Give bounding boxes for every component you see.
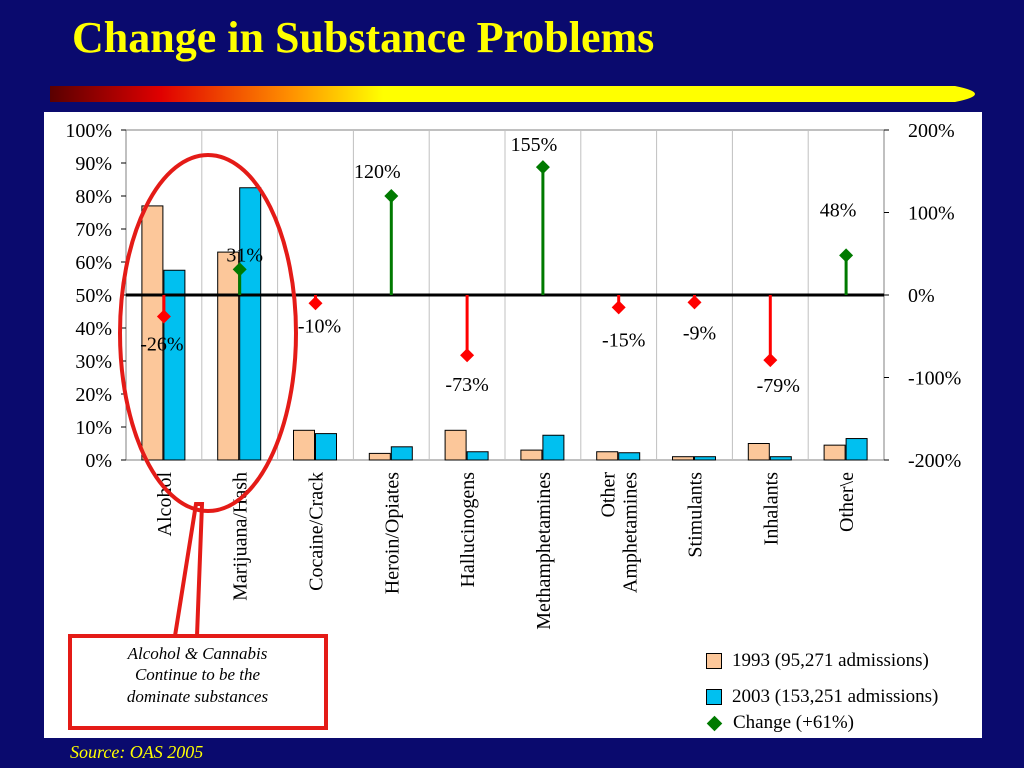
change-data-label: -79% [757, 375, 800, 397]
bar-1993 [444, 429, 467, 461]
category-label: Cocaine/Crack [306, 472, 328, 591]
callout-text: Alcohol & Cannabis Continue to be the do… [76, 643, 319, 707]
legend-swatch-2003 [706, 689, 722, 705]
legend-label-change: Change (+61%) [733, 712, 854, 733]
left-axis-tick-label: 60% [75, 252, 112, 274]
change-diamond-marker [232, 262, 247, 277]
bar-1993 [823, 444, 846, 461]
change-data-label: -73% [445, 374, 488, 396]
category-label-line: Other [598, 472, 620, 518]
legend-item-1993: 1993 (95,271 admissions) [706, 650, 929, 672]
left-axis-tick-label: 0% [85, 450, 112, 472]
category-label: Heroin/Opiates [381, 472, 403, 594]
right-axis-tick-label: 200% [908, 120, 955, 142]
left-axis-tick-label: 10% [75, 417, 112, 439]
bar-1993 [520, 449, 543, 461]
callout-line: dominate substances [126, 686, 269, 706]
left-axis-tick-label: 20% [75, 384, 112, 406]
change-diamond-marker [839, 248, 854, 263]
bar-1993 [747, 443, 770, 461]
category-label-line: Amphetamines [620, 472, 642, 593]
bar-2003 [542, 434, 565, 461]
bar-2003 [390, 446, 413, 461]
category-label-line: Hallucinogens [457, 472, 479, 588]
right-axis-tick-label: 0% [908, 285, 935, 307]
left-axis-tick-label: 80% [75, 186, 112, 208]
bar-1993 [141, 205, 164, 461]
change-diamond-marker [384, 189, 399, 203]
legend-swatch-1993 [706, 653, 722, 669]
change-diamond-marker [308, 296, 323, 311]
highlight-ellipse [118, 153, 298, 513]
legend-label-2003: 2003 (153,251 admissions) [732, 686, 939, 707]
bar-1993 [596, 451, 619, 461]
change-data-label: 155% [511, 134, 558, 156]
source-note: Source: OAS 2005 [70, 742, 204, 762]
bar-2003 [315, 433, 337, 461]
bar-2003 [239, 187, 262, 461]
left-axis-tick-label: 70% [75, 219, 112, 241]
bar-2003 [769, 456, 792, 461]
change-diamond-marker [156, 309, 171, 324]
change-diamond-marker [611, 300, 626, 315]
bar-1993 [217, 251, 240, 461]
change-data-label: -15% [602, 329, 645, 351]
left-axis-tick-label: 90% [75, 153, 112, 175]
category-label: Methamphetamines [533, 472, 555, 630]
chart: 0% 10% 20% 30% 40% 50% 60% 70% 80% 90% 100% -200% -1… [65, 120, 961, 730]
change-data-label: -10% [298, 315, 341, 337]
legend-diamond-icon [706, 715, 723, 731]
bar-1993 [672, 456, 694, 461]
bar-2003 [163, 269, 186, 461]
category-label: Alcohol [154, 472, 176, 537]
bar-2003 [618, 452, 641, 461]
category-label: Other\e [836, 472, 858, 532]
left-axis-tick-label: 40% [75, 318, 112, 340]
change-data-label: -9% [683, 322, 716, 344]
left-axis-tick-label: 30% [75, 351, 112, 373]
right-axis-tick-label: -200% [908, 450, 961, 472]
legend-label-1993: 1993 (95,271 admissions) [732, 650, 929, 671]
bar-2003 [466, 451, 489, 461]
legend-item-2003: 2003 (153,251 admissions) [706, 686, 938, 708]
callout-line: Continue to be the [134, 665, 261, 685]
category-label-line: Methamphetamines [533, 472, 555, 630]
title-underline-bar [50, 86, 975, 102]
change-data-label: -26% [140, 333, 183, 355]
right-axis-tick-label: 100% [908, 203, 955, 225]
bar-2003 [694, 456, 716, 461]
change-data-label: 48% [820, 199, 857, 221]
chart-panel: 0% 10% 20% 30% 40% 50% 60% 70% 80% 90% 100% -200% -1… [44, 112, 982, 738]
category-label-line: Heroin/Opiates [381, 472, 403, 594]
change-diamond-marker [687, 295, 702, 310]
bar-1993 [368, 452, 391, 461]
change-data-label: 120% [354, 161, 401, 183]
category-label-line: Cocaine/Crack [306, 472, 328, 591]
change-data-label: 31% [226, 244, 263, 266]
callout-pointer [124, 502, 205, 638]
category-label: Stimulants [685, 472, 707, 558]
change-diamond-marker [460, 348, 475, 363]
category-label: Other Amphetamines [598, 472, 642, 593]
left-axis-tick-label: 100% [65, 120, 112, 142]
slide-title: Change in Substance Problems [72, 13, 655, 62]
category-label: Inhalants [760, 472, 782, 546]
change-diamond-marker [763, 353, 778, 368]
right-axis-tick-label: -100% [908, 368, 961, 390]
category-label-line: Inhalants [760, 472, 782, 546]
legend-item-change: Change (+61%) [706, 712, 854, 734]
bar-1993 [293, 429, 315, 461]
callout-line: Alcohol & Cannabis [127, 644, 268, 663]
category-label: Hallucinogens [457, 472, 479, 588]
bar-2003 [845, 438, 868, 461]
category-label-line: Stimulants [685, 472, 707, 558]
change-diamond-marker [535, 160, 550, 175]
category-label-line: Alcohol [154, 472, 176, 537]
category-label-line: Other\e [836, 472, 858, 532]
left-axis-tick-label: 50% [75, 285, 112, 307]
